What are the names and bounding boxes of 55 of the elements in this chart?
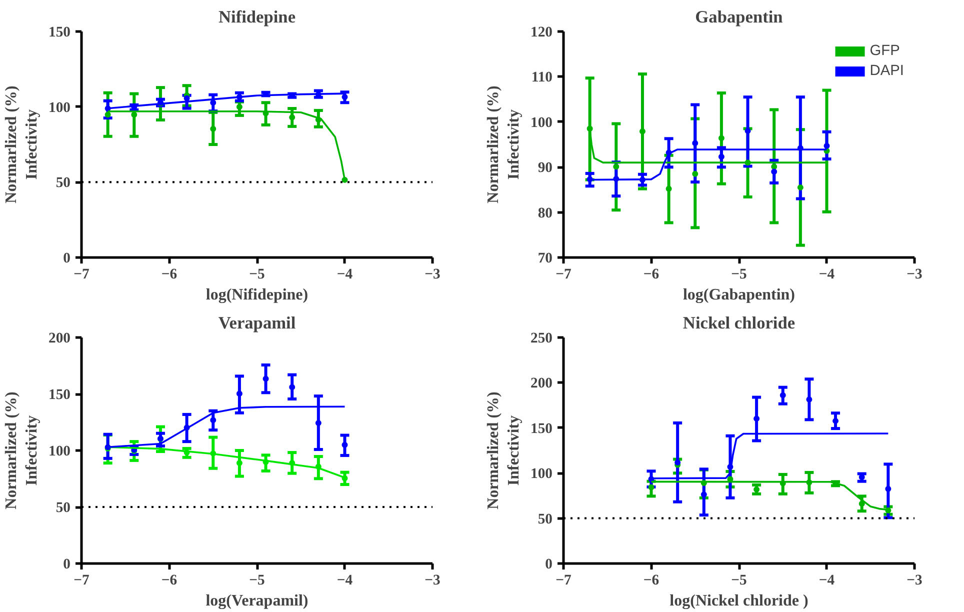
legend-label: DAPI — [870, 63, 904, 79]
y-axis-title: Normarlized (%) Infectivity — [485, 86, 523, 204]
x-tick-label: −7 — [74, 266, 90, 282]
y-tick-label: 150 — [48, 24, 70, 40]
x-tick-label: −4 — [336, 266, 354, 282]
x-tick-label: −3 — [906, 572, 922, 588]
y-tick-label: 50 — [56, 175, 70, 192]
chart-title: Verapamil — [218, 314, 296, 332]
y-tick-label: 0 — [63, 556, 70, 572]
x-axis-title: log(Verapamil) — [206, 592, 308, 610]
x-tick-label: −5 — [731, 572, 747, 588]
y-tick-label: 90 — [538, 160, 552, 176]
y-tick-label: 50 — [56, 500, 70, 516]
x-axis-title: log(Nifidepine) — [206, 286, 308, 304]
y-tick-label: 70 — [538, 250, 552, 266]
y-tick-label: 250 — [530, 330, 552, 346]
x-tick-label: −3 — [424, 266, 440, 282]
x-tick-label: −6 — [161, 572, 178, 588]
x-tick-label: −5 — [249, 572, 265, 588]
x-tick-label: −5 — [249, 266, 265, 282]
y-tick-label: 50 — [538, 511, 552, 528]
y-tick-label: 100 — [48, 444, 70, 460]
y-tick-label: 80 — [538, 205, 552, 222]
y-tick-label: 150 — [530, 420, 552, 437]
x-tick-label: −4 — [818, 572, 836, 588]
y-tick-label: 100 — [530, 466, 552, 482]
x-axis-title: log(Gabapentin) — [682, 286, 796, 304]
y-tick-label: 0 — [63, 250, 70, 266]
y-tick-label: 200 — [48, 330, 70, 346]
y-tick-label: 120 — [530, 24, 552, 40]
x-axis-title: log(Nickel chloride ) — [670, 592, 808, 610]
x-tick-label: −6 — [161, 266, 178, 282]
y-axis-title: Normarlized (%) Infectivity — [485, 392, 523, 510]
y-axis-title: Normarlized (%) Infectivity — [3, 392, 41, 510]
y-tick-label: 100 — [530, 114, 552, 131]
y-tick-label: 200 — [530, 376, 552, 392]
x-tick-label: −4 — [818, 266, 836, 282]
x-tick-label: −4 — [336, 572, 354, 588]
x-tick-label: −3 — [906, 266, 922, 282]
y-axis-title: Normarlized (%) Infectivity — [3, 86, 41, 204]
x-tick-label: −5 — [731, 266, 747, 282]
x-tick-label: −6 — [643, 266, 660, 282]
x-tick-label: −7 — [556, 266, 572, 282]
y-tick-label: 0 — [545, 556, 552, 572]
y-tick-label: 150 — [48, 387, 70, 403]
x-tick-label: −3 — [424, 572, 440, 588]
x-tick-label: −7 — [556, 572, 572, 588]
x-tick-label: −6 — [643, 572, 660, 588]
chart-title: Nickel chloride — [682, 314, 796, 332]
y-tick-label: 100 — [48, 100, 70, 116]
chart-title: Nifidepine — [218, 8, 296, 26]
chart-title: Gabapentin — [695, 8, 784, 26]
x-tick-label: −7 — [74, 572, 90, 588]
legend-label: GFP — [870, 43, 900, 59]
y-tick-label: 110 — [531, 70, 553, 86]
